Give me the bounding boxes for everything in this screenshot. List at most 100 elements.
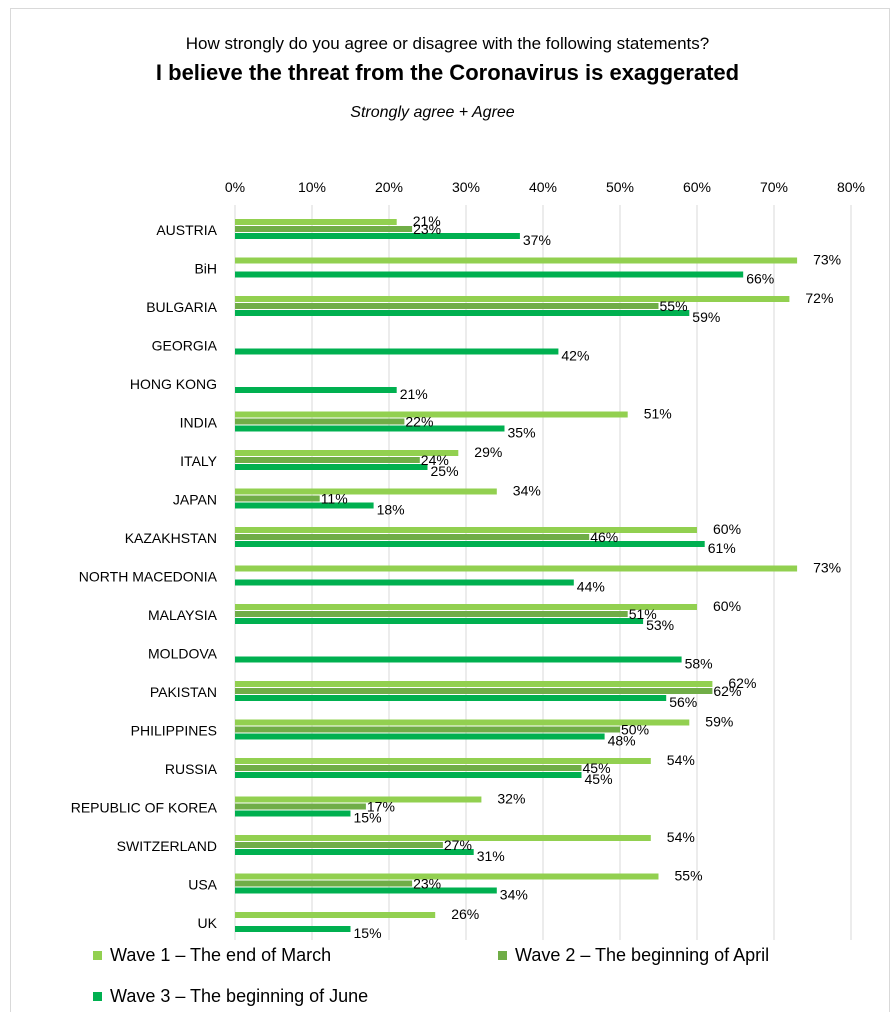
bar: [235, 765, 582, 771]
bar: [235, 348, 559, 355]
x-tick-label: 0%: [225, 179, 245, 195]
data-label: 45%: [583, 760, 611, 776]
x-tick-label: 40%: [529, 179, 557, 195]
bar: [235, 303, 659, 309]
data-label: 62%: [713, 683, 741, 699]
bar: [235, 488, 497, 495]
data-label: 29%: [474, 444, 502, 460]
chart-title: I believe the threat from the Coronaviru…: [155, 60, 740, 85]
data-label: 51%: [644, 406, 672, 422]
bar: [235, 257, 798, 264]
data-label: 18%: [377, 502, 405, 518]
bar: [235, 310, 690, 316]
bar: [235, 842, 443, 848]
data-label: 62%: [728, 675, 756, 691]
bar: [235, 835, 651, 841]
bar: [235, 873, 659, 880]
bar: [235, 611, 628, 617]
bar: [235, 495, 320, 502]
category-label: PHILIPPINES: [131, 723, 217, 739]
data-label: 45%: [585, 771, 613, 787]
legend-item-wave-2: Wave 2 – The beginning of April: [498, 945, 769, 966]
data-label: 50%: [621, 722, 649, 738]
data-label: 21%: [400, 386, 428, 402]
bar: [235, 849, 474, 855]
bar: [235, 688, 713, 694]
bar: [235, 912, 436, 918]
category-label: GEORGIA: [152, 338, 218, 354]
bar: [235, 733, 605, 740]
data-label: 46%: [590, 529, 618, 545]
category-label: JAPAN: [173, 492, 217, 508]
data-label: 23%: [413, 221, 441, 237]
data-label: 31%: [477, 848, 505, 864]
data-label: 54%: [667, 829, 695, 845]
x-tick-label: 50%: [606, 179, 634, 195]
data-label: 58%: [685, 656, 713, 672]
bar: [235, 450, 459, 456]
category-label: MOLDOVA: [148, 646, 218, 662]
chart-frame: [10, 8, 890, 1012]
data-label: 27%: [444, 837, 472, 853]
bar: [235, 418, 405, 425]
data-label: 25%: [431, 463, 459, 479]
data-label: 37%: [523, 232, 551, 248]
category-label: HONG KONG: [130, 376, 217, 392]
bar: [235, 719, 690, 726]
category-label: MALAYSIA: [148, 607, 218, 623]
bar: [235, 534, 590, 540]
data-label: 53%: [646, 617, 674, 633]
bar: [235, 226, 413, 232]
data-label: 54%: [667, 752, 695, 768]
bar: [235, 541, 705, 547]
legend-swatch-wave-3: [93, 992, 102, 1001]
data-label: 72%: [805, 290, 833, 306]
x-tick-label: 20%: [375, 179, 403, 195]
category-label: NORTH MACEDONIA: [79, 569, 218, 585]
bar: [235, 502, 374, 509]
data-label: 60%: [713, 521, 741, 537]
chart-supertitle: How strongly do you agree or disagree wi…: [185, 34, 710, 53]
category-label: SWITZERLAND: [117, 838, 217, 854]
data-label: 66%: [746, 271, 774, 287]
x-tick-label: 10%: [298, 179, 326, 195]
data-label: 11%: [321, 491, 348, 507]
category-label: RUSSIA: [165, 761, 218, 777]
data-label: 34%: [513, 483, 541, 499]
legend-item-wave-1: Wave 1 – The end of March: [93, 945, 331, 966]
bar: [235, 604, 697, 610]
data-label: 44%: [577, 579, 605, 595]
bar: [235, 219, 397, 225]
bar: [235, 880, 413, 887]
bar: [235, 887, 497, 894]
bar: [235, 425, 505, 432]
legend-label-wave-1: Wave 1 – The end of March: [110, 945, 332, 965]
bar: [235, 803, 366, 810]
bar: [235, 233, 520, 239]
bar: [235, 527, 697, 533]
category-label: UK: [198, 915, 218, 931]
bar: [235, 387, 397, 393]
legend-item-wave-3: Wave 3 – The beginning of June: [93, 986, 368, 1007]
x-tick-label: 30%: [452, 179, 480, 195]
bar: [235, 271, 744, 278]
bar: [235, 926, 351, 932]
data-label: 34%: [500, 887, 528, 903]
category-label: REPUBLIC OF KOREA: [71, 800, 218, 816]
category-label: AUSTRIA: [156, 222, 217, 238]
bar: [235, 579, 574, 586]
data-label: 73%: [813, 560, 841, 576]
category-label: USA: [188, 877, 217, 893]
bar: [235, 726, 620, 733]
category-label: PAKISTAN: [150, 684, 217, 700]
data-label: 51%: [629, 606, 657, 622]
data-label: 15%: [354, 925, 382, 941]
category-label: KAZAKHSTAN: [125, 530, 217, 546]
data-label: 60%: [713, 598, 741, 614]
data-label: 23%: [413, 876, 441, 892]
data-label: 17%: [367, 799, 395, 815]
bar: [235, 464, 428, 470]
x-tick-label: 80%: [837, 179, 865, 195]
data-label: 48%: [608, 733, 636, 749]
